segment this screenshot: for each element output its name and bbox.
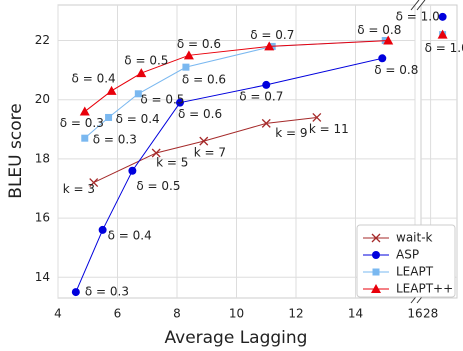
legend-label: LEAPT <box>396 265 434 279</box>
marker <box>383 35 394 45</box>
point-label: δ = 0.5 <box>136 179 180 193</box>
point-label: δ = 0.4 <box>72 71 116 85</box>
point-label: k = 5 <box>156 155 188 169</box>
x-tick-label: 4 <box>54 307 62 321</box>
axis-break <box>410 0 420 11</box>
point-label: δ = 1.0 <box>425 41 463 55</box>
x-tick-label: 14 <box>348 307 363 321</box>
point-label: δ = 0.3 <box>93 133 137 147</box>
marker <box>312 113 322 122</box>
x-tick-label: 12 <box>288 307 303 321</box>
y-tick-label: 18 <box>35 151 50 165</box>
point-label: δ = 0.8 <box>374 63 418 77</box>
marker <box>105 113 113 121</box>
x-tick-label: 6 <box>114 307 122 321</box>
marker <box>262 80 271 89</box>
marker <box>371 233 381 243</box>
x-tick-label: 28 <box>423 307 438 321</box>
point-label: δ = 0.3 <box>60 116 104 130</box>
marker <box>134 90 142 98</box>
y-tick-label: 16 <box>35 211 50 225</box>
legend-label: wait-k <box>396 231 433 245</box>
x-tick-label: 8 <box>173 307 181 321</box>
marker <box>175 98 184 107</box>
point-label: k = 9 <box>275 126 307 140</box>
point-label: δ = 0.3 <box>85 285 129 299</box>
point-label: δ = 1.0 <box>396 9 440 23</box>
marker <box>183 50 194 60</box>
x-axis-label: Average Lagging <box>165 328 308 348</box>
legend-label: ASP <box>396 248 419 262</box>
marker <box>261 118 271 128</box>
marker <box>371 284 381 293</box>
legend-box <box>356 224 456 298</box>
marker <box>79 106 90 116</box>
point-label: k = 11 <box>309 122 349 136</box>
point-label: δ = 0.7 <box>250 28 294 42</box>
marker <box>438 12 447 21</box>
marker <box>106 85 117 95</box>
legend-label: LEAPT++ <box>396 282 453 296</box>
point-label: δ = 0.6 <box>178 107 222 121</box>
x-tick-label: 10 <box>229 307 244 321</box>
point-label: δ = 0.6 <box>182 73 226 87</box>
point-label: δ = 0.4 <box>116 112 160 126</box>
point-label: δ = 0.7 <box>239 89 283 103</box>
marker <box>372 251 380 259</box>
point-label: δ = 0.5 <box>140 92 184 106</box>
y-axis-label: BLEU score <box>6 103 26 198</box>
marker <box>71 288 80 297</box>
y-tick-label: 14 <box>35 270 50 284</box>
marker <box>199 136 209 146</box>
legend: wait-k ASP LEAPT LEAPT++ <box>356 224 456 298</box>
marker <box>372 268 380 276</box>
y-tick-label: 20 <box>35 92 50 106</box>
y-tick-label: 22 <box>35 33 50 47</box>
marker <box>128 166 137 175</box>
marker <box>136 68 147 78</box>
marker <box>378 54 387 63</box>
marker <box>151 148 161 158</box>
marker <box>182 63 190 71</box>
point-label: δ = 0.4 <box>108 228 152 242</box>
marker <box>89 178 99 188</box>
axis-break <box>416 0 426 11</box>
marker <box>81 134 89 142</box>
series-line <box>75 57 383 293</box>
point-label: δ = 0.6 <box>177 37 221 51</box>
marker <box>98 225 107 234</box>
point-label: k = 7 <box>194 146 226 160</box>
marker <box>437 29 448 39</box>
point-label: δ = 0.5 <box>124 54 168 68</box>
marker <box>264 41 275 51</box>
point-label: k = 3 <box>63 182 95 196</box>
x-tick-label: 16 <box>407 307 422 321</box>
point-label: δ = 0.8 <box>357 23 401 37</box>
